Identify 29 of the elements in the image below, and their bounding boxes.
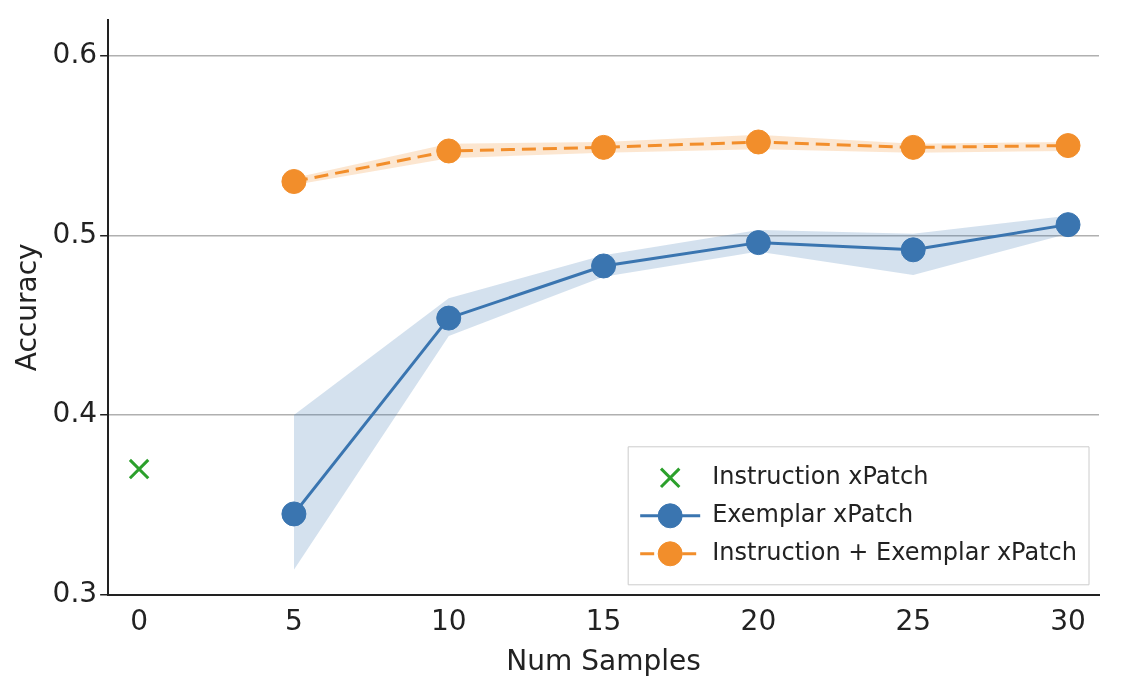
x-tick-label: 10 [430,603,467,637]
legend-label: Instruction + Exemplar xPatch [712,538,1078,567]
point [591,134,617,160]
point [436,305,462,331]
point [745,129,771,155]
point [281,169,307,195]
x-tick-label: 0 [130,603,149,637]
legend-label: Exemplar xPatch [712,500,914,529]
point [745,230,771,256]
x-tick-label: 5 [285,603,303,637]
y-tick-label: 0.6 [52,37,98,71]
y-axis-title: Accuracy [10,243,44,372]
point [281,501,307,527]
point [436,138,462,164]
point [900,134,926,160]
y-tick-label: 0.4 [52,396,98,430]
y-tick-label: 0.5 [52,216,98,250]
point [900,237,926,263]
point [1055,133,1081,159]
x-tick-label: 25 [895,603,932,637]
legend-label: Instruction xPatch [712,462,929,491]
point [1055,212,1081,238]
x-tick-label: 30 [1050,603,1086,637]
x-axis-title: Num Samples [506,644,701,678]
point [591,253,617,279]
point [128,458,150,480]
y-tick-label: 0.3 [52,576,98,610]
x-tick-label: 20 [740,603,777,637]
x-tick-label: 15 [585,603,622,637]
